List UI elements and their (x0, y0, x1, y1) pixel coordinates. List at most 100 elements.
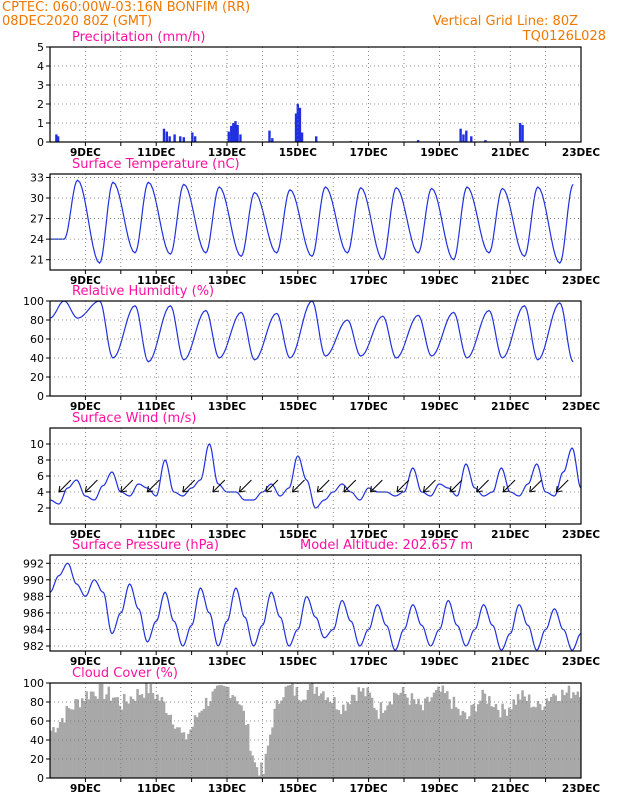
cloud-bar (129, 696, 133, 778)
y-tick-label: 60 (30, 333, 44, 346)
cloud-bar (572, 692, 575, 778)
x-tick-label: 17DEC (349, 147, 388, 159)
cloud-bar (302, 699, 305, 778)
cloud-bar (189, 729, 192, 778)
x-tick-label: 19DEC (420, 147, 459, 159)
cloud-bar (114, 697, 117, 778)
cloud-bar (109, 700, 113, 778)
cloud-bar (235, 701, 239, 778)
y-tick-label: 60 (30, 715, 44, 728)
series-line (50, 179, 574, 265)
cloud-bar (100, 683, 104, 778)
x-tick-label: 9DEC (70, 147, 101, 159)
cloud-bar (441, 685, 445, 778)
cloud-bar (578, 697, 582, 778)
cloud-bar (388, 701, 392, 778)
x-tick-label: 17DEC (349, 783, 388, 795)
cloud-bar (397, 695, 400, 778)
precip-bar (484, 140, 487, 142)
cloud-bar (457, 708, 460, 778)
precip-bar (271, 138, 274, 142)
cloud-bar (140, 694, 144, 778)
cloud-bar (439, 691, 442, 778)
y-tick-label: 2 (37, 98, 44, 111)
header-location: CPTEC: 060:00W-03:16N BONFIM (RR) (2, 0, 250, 15)
cloud-bar (481, 689, 484, 778)
wind-arrow (292, 479, 305, 493)
cloud-bar (233, 696, 237, 778)
cloud-bar (149, 684, 153, 778)
x-tick-label: 17DEC (349, 401, 388, 413)
cloud-bar (74, 699, 77, 778)
cloud-bar (218, 685, 221, 778)
cloud-bar (375, 710, 378, 778)
cloud-bar (220, 685, 223, 778)
cloud-bar (165, 712, 168, 778)
cloud-bar (264, 753, 268, 778)
cloud-bar (494, 703, 498, 778)
x-tick-label: 23DEC (562, 147, 601, 159)
cloud-bar (324, 699, 327, 778)
x-tick-label: 15DEC (279, 529, 318, 541)
wind-arrow-head (58, 485, 65, 493)
panel-frame (49, 554, 582, 652)
wind-arrow (146, 479, 160, 493)
cloud-bar (207, 705, 210, 778)
y-tick-label: 2 (37, 502, 44, 515)
precip-bar (173, 134, 176, 142)
y-tick-label: 984 (23, 623, 44, 636)
cloud-bar (50, 730, 53, 778)
wind-arrow (58, 479, 72, 493)
cloud-bar (96, 698, 99, 778)
cloud-bar (231, 695, 234, 778)
x-tick-label: 11DEC (137, 147, 176, 159)
x-tick-label: 13DEC (208, 529, 247, 541)
cloud-bar (187, 733, 190, 778)
cloud-bar (72, 709, 75, 778)
precip-bar (465, 130, 468, 142)
cloud-bar (344, 710, 347, 778)
cloud-bar (273, 708, 276, 778)
wind-arrow (85, 479, 98, 493)
y-tick-label: 0 (37, 136, 44, 149)
wind-arrow (316, 479, 330, 493)
cloud-bar (80, 698, 84, 778)
cloud-bar (538, 704, 542, 778)
cloud-bar (249, 750, 252, 778)
cloud-bar (512, 699, 515, 778)
cloud-bar (514, 704, 518, 778)
panel-wind: 2 4 6 8 10 9DEC 11DEC 13DEC 15DEC 17DEC 19DEC 21DEC… (30, 411, 600, 541)
cloud-bar (262, 773, 265, 778)
cloud-bar (465, 719, 469, 778)
precip-bar (416, 140, 420, 142)
cloud-bar (461, 711, 465, 778)
x-tick-label: 23DEC (562, 656, 601, 668)
wind-arrow-head (291, 485, 299, 493)
cloud-bar (507, 707, 511, 778)
panel-frame (49, 300, 582, 397)
cloud-bar (401, 686, 405, 778)
cloud-bar (277, 703, 281, 778)
x-tick-label: 21DEC (491, 529, 530, 541)
cloud-bar (550, 697, 553, 778)
precip-bar (518, 123, 522, 142)
x-tick-label: 17DEC (349, 529, 388, 541)
y-tick-label: 100 (23, 677, 44, 690)
y-tick-label: 982 (23, 640, 44, 653)
cloud-bar (63, 722, 66, 778)
cloud-bar (426, 696, 429, 778)
cloud-bar (61, 718, 64, 778)
cloud-bar (215, 685, 219, 778)
cloud-bar (470, 704, 473, 778)
y-tick-label: 992 (23, 557, 44, 570)
cloud-bar (541, 710, 544, 778)
cloud-bar (477, 704, 480, 778)
cloud-bar (547, 701, 551, 778)
y-tick-label: 33 (30, 171, 44, 184)
y-tick-label: 1 (37, 117, 44, 130)
cloud-bar (253, 762, 257, 778)
cloud-bar (76, 699, 80, 778)
cloud-bar (430, 697, 434, 778)
cloud-bar (67, 708, 71, 778)
precip-bar (462, 134, 465, 142)
